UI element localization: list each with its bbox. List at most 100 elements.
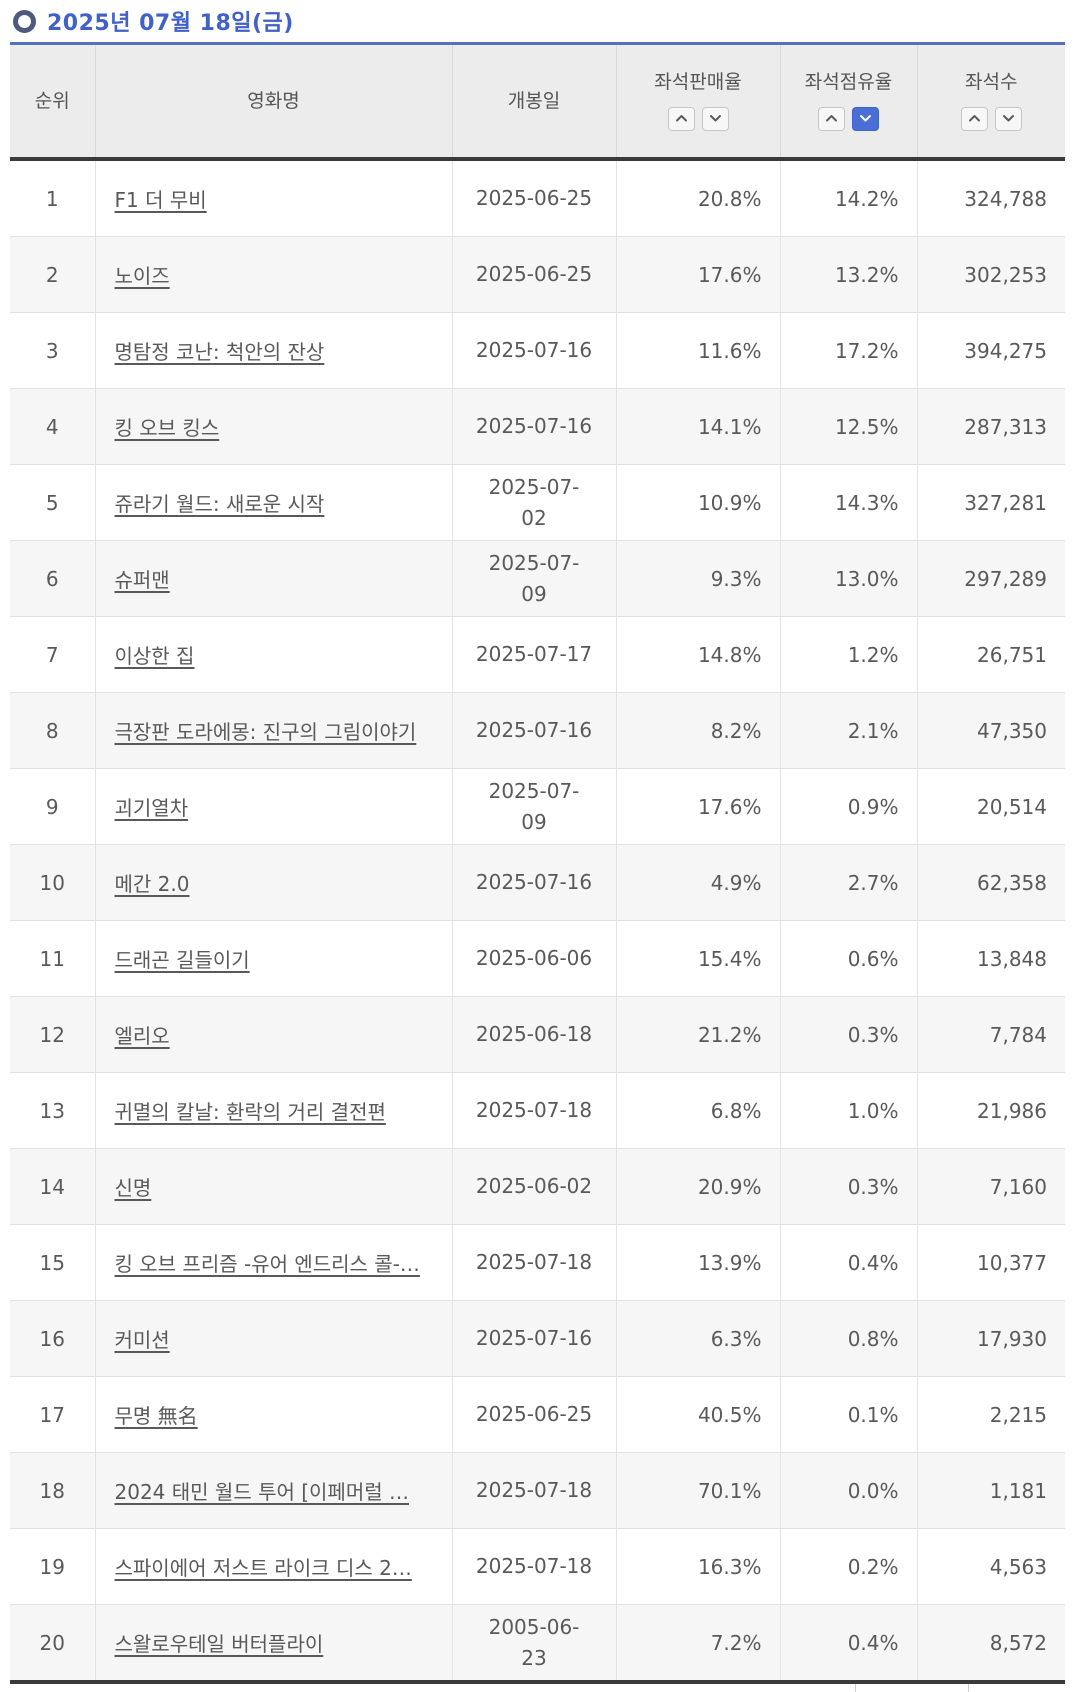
chevron-up-icon [968,115,980,122]
col-header-seats: 좌석수 [916,43,1065,159]
cell-sales: 7.2% [615,1604,780,1682]
cell-sales: 6.3% [615,1300,780,1377]
cell-seats: 13,848 [916,920,1065,997]
table-row: 14 신명 2025-06-02 20.9% 0.3% 7,160 [10,1148,1065,1225]
cell-share: 2.1% [779,692,917,769]
sort-asc-button-seats[interactable] [960,106,988,131]
col-header-share: 좌석점유율 [779,43,917,159]
cell-share: 1.2% [779,616,917,693]
movie-link[interactable]: 쥬라기 월드: 새로운 시작 [114,492,325,516]
table-row: 5 쥬라기 월드: 새로운 시작 2025-07- 02 10.9% 14.3% 327,… [10,464,1065,541]
cell-release: 2025-07-16 [451,692,616,769]
cell-seats: 302,253 [916,236,1065,313]
col-header-release: 개봉일 [451,43,616,159]
movie-link[interactable]: 노이즈 [114,264,170,288]
cell-share: 0.3% [779,1148,917,1225]
table-row: 19 스파이에어 저스트 라이크 디스 2… 2025-07-18 16.3% 0.2%… [10,1528,1065,1605]
col-label-title: 영화명 [247,89,300,112]
cell-share: 14.2% [779,159,917,237]
cell-rank: 16 [10,1300,95,1377]
cell-seats: 4,563 [916,1528,1065,1605]
cell-rank: 11 [10,920,95,997]
table-row: 10 메간 2.0 2025-07-16 4.9% 2.7% 62,358 [10,844,1065,921]
sort-desc-button-share[interactable] [852,106,879,131]
cell-sales: 9.3% [615,540,780,617]
header-row: 순위 영화명 개봉일 좌석판매율 좌석점유율 좌석수 [10,43,1065,159]
next-table-peek [10,1684,1065,1692]
cell-release: 2025-07-18 [451,1072,616,1149]
movie-link[interactable]: 무명 無名 [114,1404,198,1428]
cell-release: 2025-07-16 [451,844,616,921]
cell-title: 슈퍼맨 [94,540,452,617]
cell-seats: 10,377 [916,1224,1065,1301]
cell-rank: 17 [10,1376,95,1453]
sort-asc-button-sales[interactable] [667,106,695,131]
next-table-peek-line [968,1684,969,1692]
cell-share: 0.6% [779,920,917,997]
movie-link[interactable]: 명탐정 코난: 척안의 잔상 [114,340,325,364]
movie-link[interactable]: 신명 [114,1176,152,1200]
cell-share: 0.0% [779,1452,917,1529]
movie-link[interactable]: 킹 오브 킹스 [114,416,220,440]
table-body: 1 F1 더 무비 2025-06-25 20.8% 14.2% 324,788 2 노이즈 2… [10,159,1065,1682]
cell-share: 14.3% [779,464,917,541]
movie-link[interactable]: 귀멸의 칼날: 환락의 거리 결전편 [114,1100,386,1124]
cell-seats: 62,358 [916,844,1065,921]
table-row: 2 노이즈 2025-06-25 17.6% 13.2% 302,253 [10,236,1065,313]
sort-asc-button-share[interactable] [818,106,845,131]
col-label-release: 개봉일 [507,89,561,112]
cell-release: 2025-06-02 [451,1148,616,1225]
movie-link[interactable]: 킹 오브 프리즘 -유어 엔드리스 콜-… [114,1252,420,1276]
movie-link[interactable]: 이상한 집 [114,644,195,668]
movie-link[interactable]: 2024 태민 월드 투어 [이페머럴 … [114,1480,410,1504]
sort-desc-button-seats[interactable] [994,106,1022,131]
cell-rank: 10 [10,844,95,921]
cell-title: 괴기열차 [94,768,452,845]
movie-link[interactable]: 극장판 도라에몽: 진구의 그림이야기 [114,720,417,744]
table-row: 9 괴기열차 2025-07- 09 17.6% 0.9% 20,514 [10,768,1065,845]
cell-release: 2025-06-25 [451,1376,616,1453]
col-header-rank: 순위 [10,43,95,159]
cell-sales: 21.2% [615,996,780,1073]
cell-share: 1.0% [779,1072,917,1149]
table-row: 6 슈퍼맨 2025-07- 09 9.3% 13.0% 297,289 [10,540,1065,617]
cell-title: 2024 태민 월드 투어 [이페머럴 … [94,1452,452,1529]
movie-link[interactable]: 스왈로우테일 버터플라이 [114,1632,324,1656]
movie-link[interactable]: F1 더 무비 [114,188,207,212]
table-header: 순위 영화명 개봉일 좌석판매율 좌석점유율 좌석수 [10,43,1065,159]
movie-link[interactable]: 스파이에어 저스트 라이크 디스 2… [114,1556,412,1580]
table-row: 16 커미션 2025-07-16 6.3% 0.8% 17,930 [10,1300,1065,1377]
sort-controls-share [818,106,879,131]
chevron-down-icon [860,115,871,122]
cell-rank: 9 [10,768,95,845]
table-row: 12 엘리오 2025-06-18 21.2% 0.3% 7,784 [10,996,1065,1073]
movie-link[interactable]: 드래곤 길들이기 [114,948,250,972]
cell-sales: 20.9% [615,1148,780,1225]
cell-rank: 3 [10,312,95,389]
movie-link[interactable]: 엘리오 [114,1024,170,1048]
cell-share: 2.7% [779,844,917,921]
cell-sales: 11.6% [615,312,780,389]
movie-link[interactable]: 괴기열차 [114,796,189,820]
sort-desc-button-sales[interactable] [701,106,729,131]
cell-sales: 6.8% [615,1072,780,1149]
cell-seats: 394,275 [916,312,1065,389]
cell-rank: 1 [45,186,59,211]
cell-title: 무명 無名 [94,1376,452,1453]
movie-link[interactable]: 커미션 [114,1328,170,1352]
col-header-sales: 좌석판매율 [615,43,780,159]
cell-sales: 40.5% [615,1376,780,1453]
sort-controls-seats [960,106,1022,131]
movie-link[interactable]: 슈퍼맨 [114,568,170,592]
cell-share: 0.2% [779,1528,917,1605]
cell-release: 2025-07-16 [451,388,616,465]
cell-share: 13.2% [779,236,917,313]
chevron-up-icon [826,115,837,122]
table-row: 20 스왈로우테일 버터플라이 2005-06- 23 7.2% 0.4% 8,572 [10,1604,1065,1682]
cell-share: 0.4% [779,1224,917,1301]
movie-ranking-table: 순위 영화명 개봉일 좌석판매율 좌석점유율 좌석수 1 F1 더 무비 2025-06-25… [10,42,1065,1684]
movie-link[interactable]: 메간 2.0 [114,872,190,896]
cell-seats: 2,215 [916,1376,1065,1453]
cell-release: 2025-07-18 [451,1528,616,1605]
